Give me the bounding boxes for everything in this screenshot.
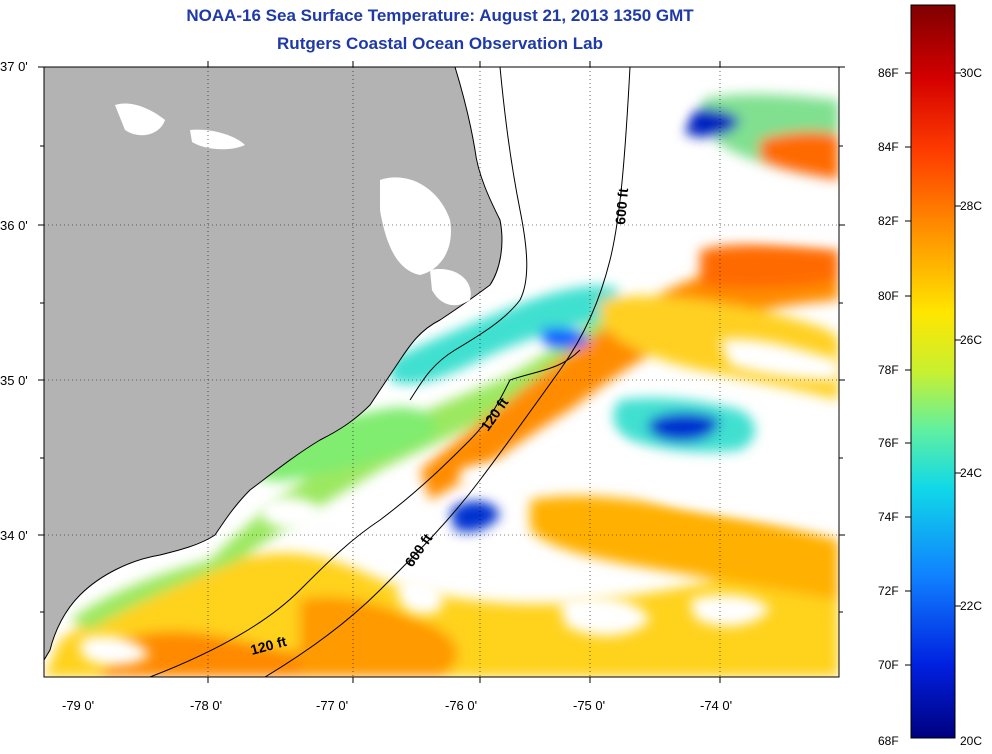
lon-label-77: -77 0': [316, 698, 348, 713]
cb-label-76f: 76F: [878, 436, 899, 450]
map-subtitle: Rutgers Coastal Ocean Observation Lab: [277, 34, 603, 53]
lon-label-75: -75 0': [573, 698, 605, 713]
cloud-mask: [80, 67, 839, 666]
cb-label-82f: 82F: [878, 214, 899, 228]
cb-label-86f: 86F: [878, 66, 899, 80]
colorbar-ticks: [905, 72, 961, 666]
cb-label-30c: 30C: [960, 66, 982, 80]
lat-label-37: 37 0': [0, 59, 28, 74]
cb-label-78f: 78F: [878, 363, 899, 377]
lon-label-79: -79 0': [62, 698, 94, 713]
colorbar: [910, 4, 956, 739]
colorbar-c-labels: 30C 28C 26C 24C 22C 20C: [960, 66, 982, 748]
cb-label-72f: 72F: [878, 584, 899, 598]
cb-label-26c: 26C: [960, 333, 982, 347]
cb-label-70f: 70F: [878, 658, 899, 672]
cb-label-24c: 24C: [960, 466, 982, 480]
cb-label-84f: 84F: [878, 140, 899, 154]
cb-label-28c: 28C: [960, 199, 982, 213]
cb-label-68f: 68F: [878, 734, 899, 748]
lon-label-74: -74 0': [700, 698, 732, 713]
colorbar-f-labels: 86F 84F 82F 80F 78F 76F 74F 72F 70F 68F: [878, 66, 899, 748]
grid-lines: [44, 67, 839, 677]
map-plot-area: 120 ft 120 ft 600 ft 600 ft: [44, 67, 839, 677]
lat-label-34: 34 0': [0, 528, 28, 543]
map-title: NOAA-16 Sea Surface Temperature: August …: [186, 6, 694, 25]
cb-label-74f: 74F: [878, 510, 899, 524]
lon-label-76: -76 0': [445, 698, 477, 713]
map-frame: [43, 66, 840, 678]
inland-water: [115, 103, 471, 306]
contour-120ft: [149, 349, 581, 677]
lat-label-35: 35 0': [0, 373, 28, 388]
cb-label-80f: 80F: [878, 289, 899, 303]
lon-label-78: -78 0': [190, 698, 222, 713]
cb-label-20c: 20C: [960, 734, 982, 748]
lat-label-36: 36 0': [0, 218, 28, 233]
contour-600ft: [264, 67, 631, 677]
outer-banks: [409, 67, 528, 401]
axis-ticks: [38, 61, 845, 683]
contour-label-600-north: 600 ft: [612, 187, 631, 225]
cb-label-22c: 22C: [960, 599, 982, 613]
